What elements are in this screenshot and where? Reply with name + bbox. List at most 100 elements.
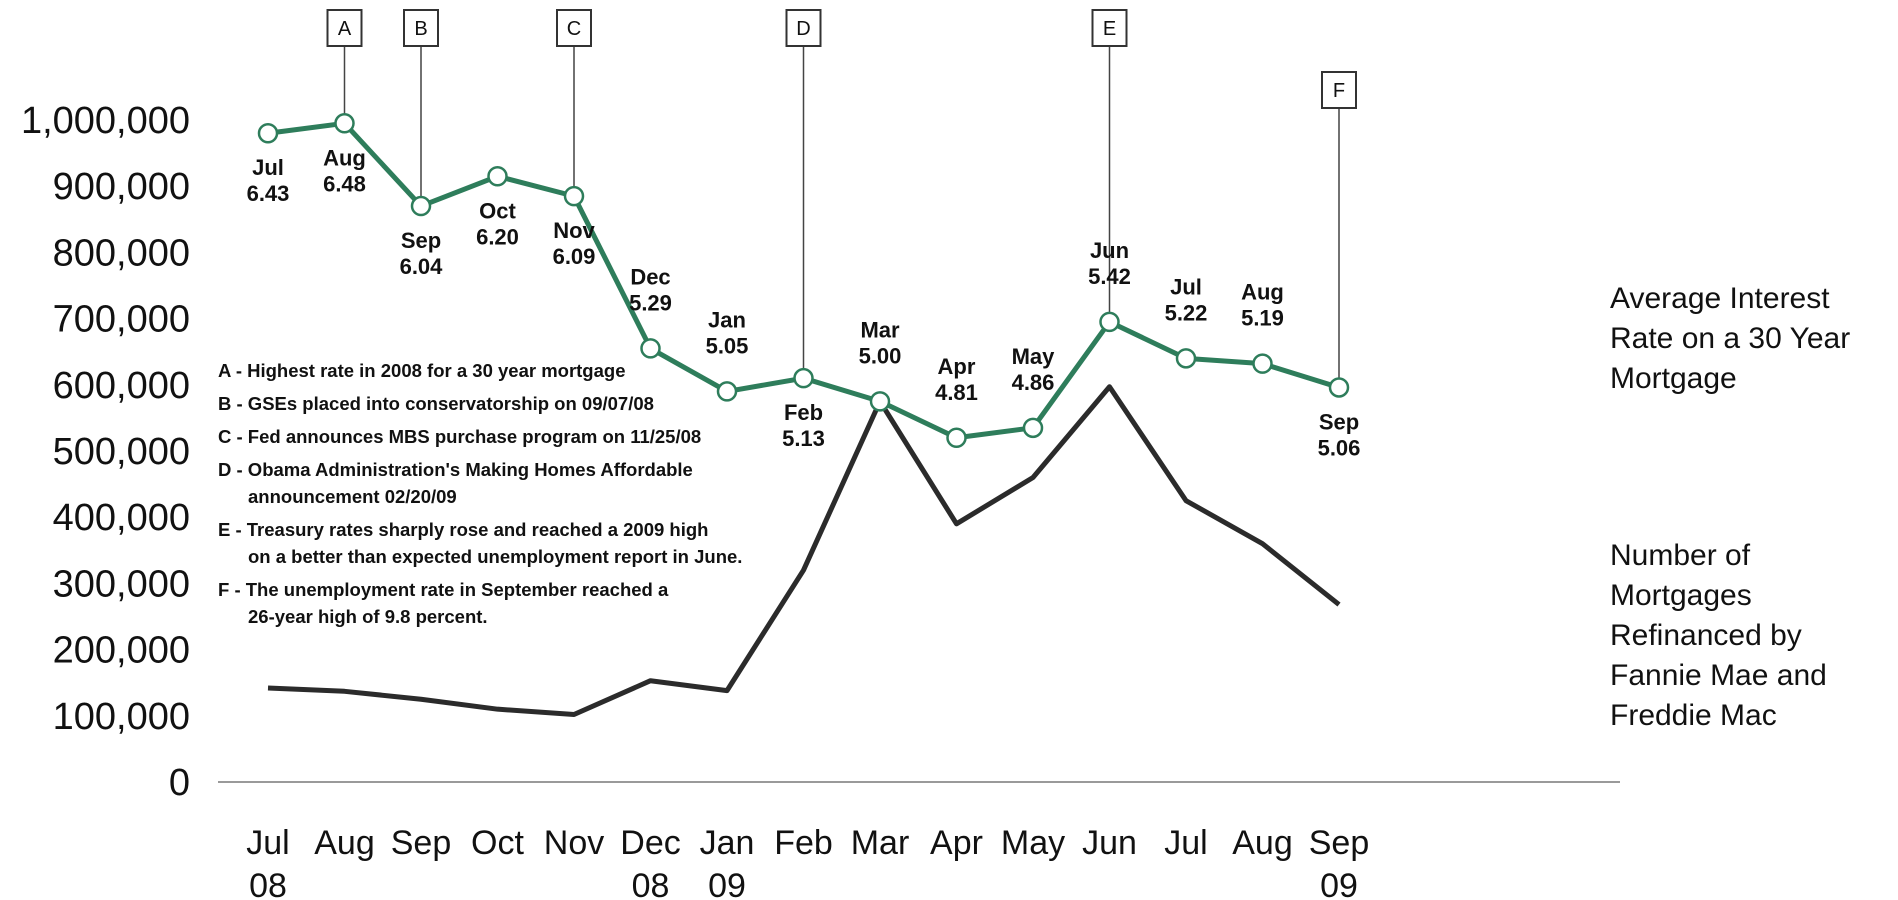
- x-tick-label: Aug: [1232, 824, 1293, 862]
- rate-label-value: 5.05: [706, 333, 749, 358]
- x-tick-label: Sep: [391, 824, 452, 862]
- event-marker-letter: E: [1103, 18, 1116, 40]
- y-tick-label: 0: [169, 762, 190, 804]
- y-tick-label: 500,000: [53, 431, 190, 473]
- rate-label-value: 5.00: [859, 343, 902, 368]
- rate-label-value: 5.13: [782, 426, 825, 451]
- rate-point: [716, 381, 738, 402]
- rate-label-value: 5.29: [629, 290, 672, 315]
- refinance-series-line: [267, 384, 1341, 717]
- rate-label-month: Sep: [1319, 409, 1359, 434]
- rate-label-value: 5.06: [1318, 435, 1361, 460]
- rate-point: [640, 338, 661, 359]
- rate-label-value: 6.04: [400, 254, 444, 279]
- refinance-series-label: Number of: [1610, 539, 1751, 572]
- x-tick-label: Apr: [930, 824, 983, 862]
- rate-label-value: 6.09: [553, 244, 596, 269]
- rate-series-label: Rate on a 30 Year: [1610, 322, 1850, 355]
- rate-point: [1099, 311, 1120, 333]
- rate-label-month: Nov: [553, 218, 595, 243]
- series-labels: Average Interest Rate on a 30 Year Mortgag…: [1610, 282, 1850, 732]
- event-marker-letter: C: [567, 18, 581, 40]
- rate-point: [334, 113, 355, 134]
- rate-series-label: Mortgage: [1610, 362, 1737, 395]
- x-tick-label: Mar: [851, 824, 910, 862]
- rate-label-value: 4.81: [935, 380, 978, 405]
- x-tick-label: Jan: [700, 824, 755, 862]
- event-note-line: B - GSEs placed into conservatorship on …: [218, 393, 654, 414]
- y-tick-label: 400,000: [53, 497, 190, 539]
- event-note-line: on a better than expected unemployment r…: [248, 546, 742, 567]
- refinance-series-label: Refinanced by: [1610, 619, 1802, 652]
- y-tick-label: 200,000: [53, 630, 190, 672]
- y-tick-label: 300,000: [53, 563, 190, 605]
- rate-label-value: 4.86: [1012, 370, 1055, 395]
- rate-label-month: Oct: [479, 198, 516, 223]
- event-note-line: 26-year high of 9.8 percent.: [248, 606, 488, 627]
- rate-point: [869, 391, 891, 412]
- rate-point: [1022, 417, 1044, 439]
- rate-label-month: Jul: [1170, 274, 1202, 299]
- event-markers: A B C D E F: [326, 9, 1357, 388]
- rate-point: [946, 427, 967, 449]
- rate-label-value: 5.22: [1165, 300, 1208, 325]
- y-tick-label: 900,000: [53, 166, 190, 208]
- event-note-line: E - Treasury rates sharply rose and reac…: [218, 519, 708, 540]
- rate-label-month: Jun: [1090, 238, 1129, 263]
- x-tick-label: May: [1001, 824, 1065, 862]
- rate-label-month: Dec: [630, 264, 670, 289]
- rate-point: [257, 122, 279, 144]
- event-marker-letter: A: [338, 18, 352, 40]
- y-tick-label: 700,000: [53, 299, 190, 341]
- event-note-line: announcement 02/20/09: [248, 486, 457, 507]
- x-tick-year: 08: [632, 867, 670, 900]
- event-note-line: C - Fed announces MBS purchase program o…: [218, 426, 701, 447]
- rate-label-value: 6.20: [476, 224, 519, 249]
- rate-label-value: 5.19: [1241, 306, 1284, 331]
- rate-label-value: 5.42: [1088, 264, 1131, 289]
- series-lines: [257, 113, 1350, 717]
- event-marker-letter: B: [414, 18, 427, 40]
- y-tick-label: 100,000: [53, 696, 190, 738]
- event-notes: A - Highest rate in 2008 for a 30 year m…: [218, 360, 742, 627]
- rate-series-label: Average Interest: [1610, 282, 1830, 315]
- event-marker-box: [785, 9, 822, 47]
- event-marker-box: [326, 9, 363, 47]
- rate-label-month: Aug: [323, 145, 366, 170]
- x-tick-year: 08: [249, 867, 287, 900]
- y-axis: 0 100,000 200,000 300,000 400,000 500,000 600,…: [21, 100, 190, 804]
- rate-point: [563, 185, 585, 207]
- rate-point: [1252, 353, 1273, 374]
- event-note-line: A - Highest rate in 2008 for a 30 year m…: [218, 360, 626, 381]
- rate-label-month: Sep: [401, 228, 441, 253]
- refinance-series-label: Fannie Mae and: [1610, 659, 1827, 692]
- x-tick-label: Jul: [1164, 824, 1207, 862]
- event-marker-box: [1091, 9, 1128, 47]
- x-tick-year: 09: [708, 867, 746, 900]
- y-tick-label: 1,000,000: [21, 100, 190, 142]
- x-axis: Jul 08 Aug Sep Oct Nov Dec 08 Jan 09 Feb Mar Apr May J…: [218, 781, 1620, 900]
- event-marker-box: [1321, 71, 1357, 109]
- rate-point: [1175, 348, 1197, 369]
- rate-label-value: 6.48: [323, 171, 366, 196]
- x-tick-label: Jul: [246, 824, 289, 862]
- x-tick-label: Sep: [1309, 824, 1370, 862]
- event-marker-box: [403, 9, 439, 47]
- refinance-series-label: Mortgages: [1610, 579, 1752, 612]
- rate-label-month: Mar: [860, 317, 900, 342]
- rate-label-month: Apr: [938, 354, 976, 379]
- event-marker-letter: F: [1333, 80, 1345, 102]
- rate-label-month: Aug: [1241, 280, 1284, 305]
- x-tick-label: Aug: [314, 824, 375, 862]
- rate-point: [793, 367, 814, 389]
- rate-label-month: Jul: [252, 155, 284, 180]
- rate-point: [487, 166, 508, 187]
- x-tick-label: Oct: [471, 824, 524, 862]
- x-tick-label: Nov: [544, 824, 604, 862]
- rate-label-month: Feb: [784, 400, 823, 425]
- event-marker-letter: D: [796, 18, 810, 40]
- rate-point: [410, 195, 432, 217]
- refinance-series-label: Freddie Mac: [1610, 699, 1777, 732]
